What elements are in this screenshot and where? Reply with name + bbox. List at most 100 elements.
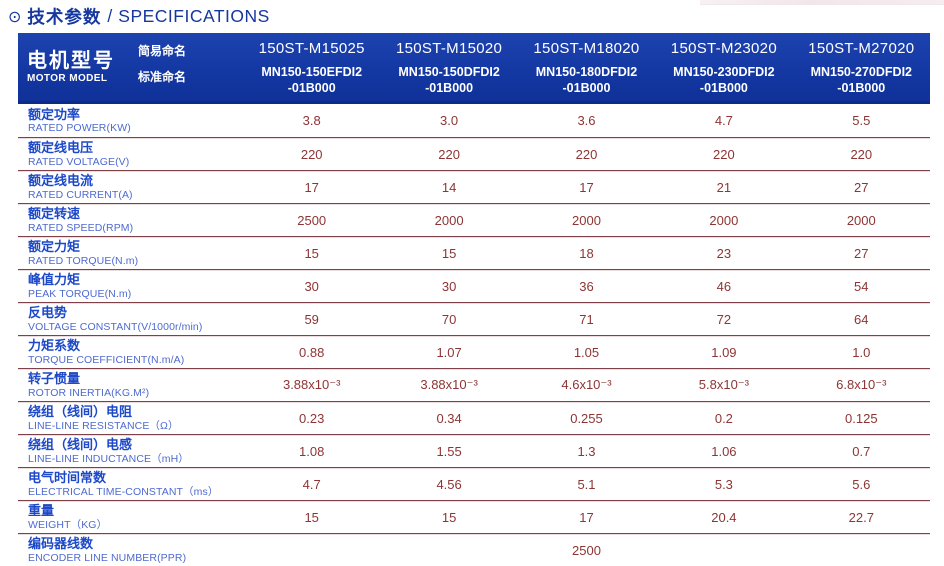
row-label-en: LINE-LINE INDUCTANCE（mH）	[28, 452, 189, 465]
value-cell: 1.55	[436, 443, 462, 459]
value-cell: 15	[441, 509, 457, 525]
table-row-voltage-constant: 反电势 VOLTAGE CONSTANT(V/1000r/min) 59 70 …	[18, 302, 930, 335]
simple-model-name: 150ST-M15020	[396, 40, 503, 57]
value-cell: 1.3	[577, 443, 596, 459]
table-row-rated-speed: 额定转速 RATED SPEED(RPM) 2500 2000 2000 200…	[18, 203, 930, 236]
row-label: 电气时间常数 ELECTRICAL TIME-CONSTANT（ms）	[18, 468, 243, 500]
standard-model-name: MN150-180DFDI2 -01B000	[536, 64, 637, 97]
row-label-zh: 绕组（线间）电感	[28, 437, 133, 453]
row-label-zh: 额定力矩	[28, 239, 81, 255]
row-label-en: PEAK TORQUE(N.m)	[28, 287, 132, 300]
row-label: 绕组（线间）电感 LINE-LINE INDUCTANCE（mH）	[18, 435, 243, 467]
value-cell: 220	[850, 146, 873, 162]
table-row-peak-torque: 峰值力矩 PEAK TORQUE(N.m) 30 30 36 46 54	[18, 269, 930, 302]
row-label-zh: 转子惯量	[28, 371, 81, 387]
value-cell: 1.08	[299, 443, 325, 459]
row-label: 额定转速 RATED SPEED(RPM)	[18, 204, 243, 236]
column-header: 150ST-M23020 MN150-230DFDI2 -01B000	[655, 33, 792, 101]
table-row-rotor-inertia: 转子惯量 ROTOR INERTIA(KG.M²) 3.88x10⁻³ 3.88…	[18, 368, 930, 401]
row-label-zh: 力矩系数	[28, 338, 81, 354]
table-row-rated-voltage: 额定线电压 RATED VOLTAGE(V) 220 220 220 220 2…	[18, 137, 930, 170]
simple-model-name: 150ST-M23020	[670, 40, 777, 57]
table-row-line-line-inductance: 绕组（线间）电感 LINE-LINE INDUCTANCE（mH） 1.08 1…	[18, 434, 930, 467]
standard-name-label: 标准命名	[138, 70, 187, 84]
value-cell: 46	[716, 278, 732, 294]
row-label-zh: 额定线电压	[28, 140, 94, 156]
value-cell: 27	[854, 245, 869, 261]
row-label-en: WEIGHT（KG）	[28, 518, 108, 531]
standard-name-line1: MN150-230DFDI2	[673, 64, 775, 79]
standard-model-name: MN150-150EFDI2 -01B000	[261, 64, 362, 97]
value-cell: 1.05	[573, 344, 600, 360]
row-label: 反电势 VOLTAGE CONSTANT(V/1000r/min)	[18, 303, 243, 335]
row-label-en: LINE-LINE RESISTANCE（Ω）	[28, 419, 179, 432]
standard-name-line2: -01B000	[287, 80, 336, 95]
value-cell: 17	[579, 509, 594, 525]
value-cell: 5.6	[852, 476, 871, 492]
name-type-labels: 简易命名 标准命名	[136, 33, 186, 101]
standard-model-name: MN150-270DFDI2 -01B000	[811, 64, 912, 97]
standard-name-line1: MN150-180DFDI2	[535, 64, 638, 79]
table-row-rated-torque: 额定力矩 RATED TORQUE(N.m) 15 15 18 23 27	[18, 236, 930, 269]
row-label-en: RATED POWER(KW)	[28, 122, 131, 135]
value-cell: 3.8	[302, 113, 321, 128]
row-label-zh: 反电势	[28, 305, 68, 321]
page-title-en: SPECIFICATIONS	[118, 6, 270, 26]
value-cell: 5.1	[577, 476, 596, 492]
value-cell: 3.0	[440, 113, 459, 128]
page-title-separator: /	[107, 6, 113, 26]
standard-name-line2: -01B000	[699, 80, 748, 95]
value-cell: 2000	[846, 212, 876, 228]
column-header: 150ST-M15025 MN150-150EFDI2 -01B000	[243, 33, 380, 101]
value-cell: 59	[304, 311, 319, 327]
motor-model-header-cell: 电机型号 MOTOR MODEL 简易命名 标准命名	[18, 33, 243, 101]
table-row-rated-current: 额定线电流 RATED CURRENT(A) 17 14 17 21 27	[18, 170, 930, 203]
value-cell: 17	[579, 179, 594, 195]
value-cell: 15	[304, 509, 319, 525]
value-cell: 15	[441, 245, 457, 261]
row-label-zh: 绕组（线间）电阻	[28, 404, 133, 420]
page-title: ⊙ 技术参数 / SPECIFICATIONS	[8, 4, 270, 29]
row-label: 额定线电压 RATED VOLTAGE(V)	[18, 138, 243, 170]
value-cell: 4.6x10⁻³	[561, 377, 612, 392]
row-label-en: ELECTRICAL TIME-CONSTANT（ms）	[28, 485, 219, 498]
value-cell: 30	[304, 278, 319, 294]
value-cell: 0.2	[714, 410, 733, 426]
motor-model-title: 电机型号 MOTOR MODEL	[18, 50, 136, 84]
value-cell: 1.0	[852, 344, 871, 360]
value-cell: 5.3	[714, 476, 733, 492]
column-header: 150ST-M27020 MN150-270DFDI2 -01B000	[793, 33, 930, 101]
standard-name-line2: -01B000	[562, 80, 611, 95]
value-cell: 2000	[709, 212, 739, 228]
row-label: 力矩系数 TORQUE COEFFICIENT(N.m/A)	[18, 336, 243, 368]
row-label-zh: 编码器线数	[28, 536, 94, 552]
value-cell: 14	[441, 179, 457, 195]
simple-model-name: 150ST-M15025	[258, 40, 365, 57]
photo-edge-remnant	[700, 0, 944, 5]
value-cell: 220	[438, 146, 460, 162]
simple-model-name: 150ST-M18020	[533, 40, 640, 57]
value-cell: 72	[716, 311, 732, 327]
value-cell: 0.23	[299, 410, 325, 426]
value-cell: 15	[304, 245, 319, 261]
value-cell: 64	[854, 311, 869, 327]
simple-model-name: 150ST-M27020	[808, 40, 915, 57]
value-cell: 0.88	[299, 344, 325, 360]
value-cell: 27	[854, 179, 869, 195]
value-cell: 220	[713, 146, 735, 162]
row-label: 额定线电流 RATED CURRENT(A)	[18, 171, 243, 203]
table-row-electrical-time-constant: 电气时间常数 ELECTRICAL TIME-CONSTANT（ms） 4.7 …	[18, 467, 930, 500]
row-label-en: TORQUE COEFFICIENT(N.m/A)	[28, 353, 185, 366]
value-cell: 18	[579, 245, 594, 261]
value-cell: 20.4	[711, 509, 737, 525]
row-label-zh: 额定功率	[28, 106, 81, 122]
value-cell: 0.34	[436, 410, 462, 426]
table-row-line-line-resistance: 绕组（线间）电阻 LINE-LINE RESISTANCE（Ω） 0.23 0.…	[18, 401, 930, 434]
column-header: 150ST-M18020 MN150-180DFDI2 -01B000	[518, 33, 655, 101]
circled-dot-icon: ⊙	[8, 8, 22, 26]
row-label: 峰值力矩 PEAK TORQUE(N.m)	[18, 270, 243, 302]
row-label: 编码器线数 ENCODER LINE NUMBER(PPR)	[18, 534, 243, 566]
row-label: 绕组（线间）电阻 LINE-LINE RESISTANCE（Ω）	[18, 402, 243, 434]
value-cell: 70	[441, 311, 457, 327]
value-cell: 4.56	[436, 476, 462, 492]
